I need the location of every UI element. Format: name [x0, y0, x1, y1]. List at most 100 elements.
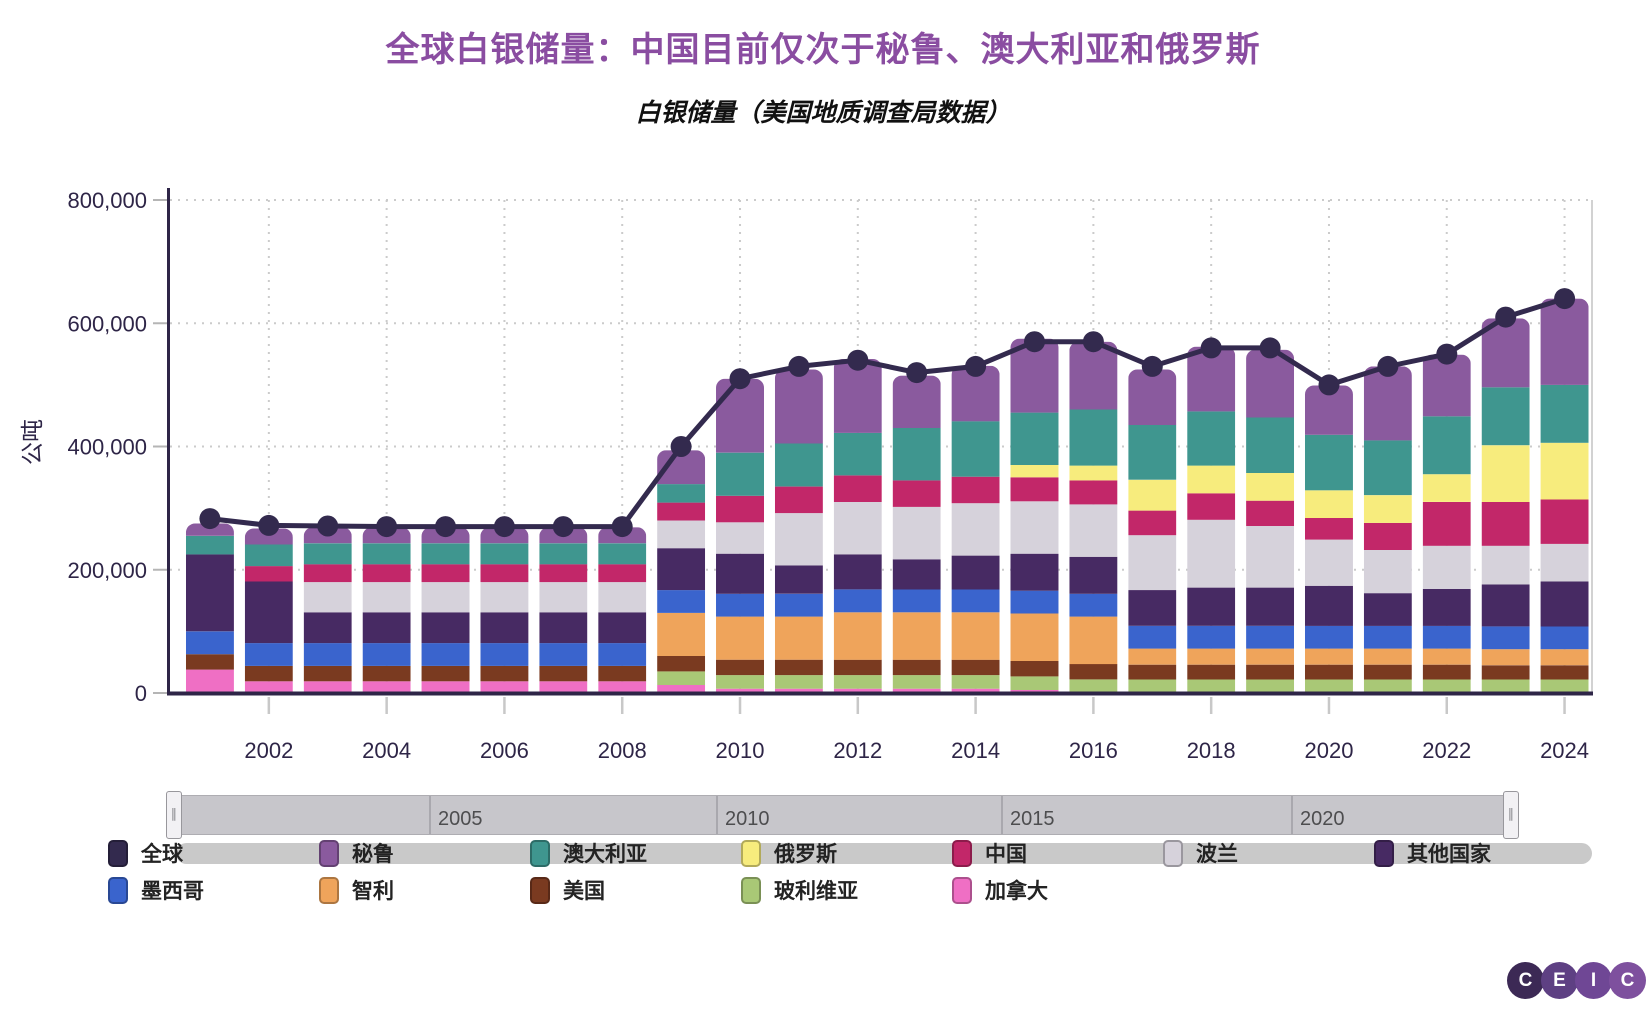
- stacked-bar-2017[interactable]: [1128, 369, 1177, 694]
- bar-segment-澳大利亚: [1187, 411, 1236, 466]
- world-point-2016[interactable]: [1082, 331, 1104, 353]
- stacked-bar-2002[interactable]: [244, 528, 293, 694]
- world-point-2019[interactable]: [1259, 337, 1281, 359]
- bar-segment-中国: [480, 564, 529, 583]
- legend-swatch: [741, 839, 761, 867]
- slider-right-handle[interactable]: ∥: [1503, 791, 1519, 839]
- legend-item-波兰[interactable]: 波兰: [1163, 838, 1374, 868]
- stacked-bar-2011[interactable]: [774, 369, 823, 694]
- stacked-bar-2024[interactable]: [1540, 298, 1589, 693]
- stacked-bar-2012[interactable]: [833, 359, 882, 693]
- world-point-2001[interactable]: [199, 508, 221, 530]
- stacked-bar-2023[interactable]: [1481, 318, 1530, 693]
- bar-segment-加拿大: [951, 688, 1000, 693]
- legend-item-秘鲁[interactable]: 秘鲁: [319, 838, 530, 868]
- world-point-2018[interactable]: [1200, 337, 1222, 359]
- legend-item-全球[interactable]: 全球: [108, 838, 319, 868]
- stacked-bar-2004[interactable]: [362, 527, 411, 693]
- world-point-2011[interactable]: [788, 355, 810, 377]
- legend-label: 美国: [563, 880, 605, 903]
- bar-segment-玻利维亚: [1010, 676, 1059, 690]
- world-point-2010[interactable]: [729, 368, 751, 390]
- world-point-2023[interactable]: [1495, 306, 1517, 328]
- world-point-2020[interactable]: [1318, 374, 1340, 396]
- bar-segment-墨西哥: [1481, 626, 1530, 650]
- world-point-2021[interactable]: [1377, 355, 1399, 377]
- bar-segment-加拿大: [185, 669, 234, 693]
- bar-segment-加拿大: [716, 688, 765, 693]
- world-point-2013[interactable]: [906, 362, 928, 384]
- stacked-bar-2003[interactable]: [303, 527, 352, 693]
- bar-segment-美国: [598, 665, 647, 682]
- bar-segment-墨西哥: [1540, 626, 1589, 650]
- world-point-2008[interactable]: [611, 516, 633, 538]
- bar-segment-中国: [657, 502, 706, 521]
- bar-segment-玻利维亚: [1363, 679, 1412, 693]
- stacked-bar-2013[interactable]: [892, 375, 941, 693]
- y-axis-title: 公吨: [19, 419, 45, 465]
- bar-segment-墨西哥: [833, 589, 882, 613]
- world-point-2007[interactable]: [552, 516, 574, 538]
- bar-segment-波兰: [716, 522, 765, 554]
- slider-left-handle[interactable]: ∥: [166, 791, 182, 839]
- bar-segment-波兰: [657, 520, 706, 549]
- bar-segment-美国: [1481, 665, 1530, 680]
- stacked-bar-2021[interactable]: [1363, 366, 1412, 693]
- world-point-2009[interactable]: [670, 436, 692, 457]
- stacked-bar-2005[interactable]: [421, 527, 470, 693]
- bar-segment-俄罗斯: [1363, 495, 1412, 523]
- bar-segment-澳大利亚: [362, 543, 411, 565]
- world-point-2017[interactable]: [1141, 355, 1163, 377]
- legend-item-智利[interactable]: 智利: [319, 875, 530, 905]
- world-point-2024[interactable]: [1554, 288, 1576, 310]
- world-point-2002[interactable]: [258, 514, 280, 536]
- stacked-bar-2018[interactable]: [1187, 346, 1236, 693]
- legend-item-玻利维亚[interactable]: 玻利维亚: [741, 875, 952, 905]
- chart-subtitle: 白银储量（美国地质调查局数据）: [635, 99, 1011, 127]
- bar-segment-波兰: [1540, 543, 1589, 582]
- stacked-bar-2008[interactable]: [598, 527, 647, 693]
- world-point-2015[interactable]: [1024, 331, 1045, 353]
- stacked-bar-2007[interactable]: [539, 527, 588, 693]
- bar-segment-美国: [1363, 664, 1412, 680]
- legend-item-澳大利亚[interactable]: 澳大利亚: [530, 838, 741, 868]
- bar-segment-中国: [1128, 510, 1177, 536]
- bar-segment-墨西哥: [1128, 625, 1177, 649]
- stacked-bar-2020[interactable]: [1304, 385, 1353, 694]
- bar-segment-俄罗斯: [1422, 474, 1471, 502]
- timeline-slider[interactable]: 2005 2010 2015 2020: [172, 795, 1515, 835]
- stacked-bar-2022[interactable]: [1422, 354, 1471, 693]
- bar-segment-波兰: [1304, 539, 1353, 586]
- world-point-2006[interactable]: [493, 516, 515, 538]
- world-point-2022[interactable]: [1436, 343, 1458, 365]
- bar-segment-中国: [1010, 477, 1059, 502]
- world-point-2005[interactable]: [435, 516, 456, 538]
- stacked-bar-2009[interactable]: [657, 450, 706, 693]
- bar-segment-中国: [833, 475, 882, 502]
- legend-item-俄罗斯[interactable]: 俄罗斯: [741, 838, 952, 868]
- world-point-2014[interactable]: [965, 355, 987, 377]
- stacked-bar-2015[interactable]: [1010, 338, 1059, 693]
- legend-item-美国[interactable]: 美国: [530, 875, 741, 905]
- world-point-2012[interactable]: [847, 349, 869, 371]
- legend-item-加拿大[interactable]: 加拿大: [952, 875, 1163, 905]
- legend-swatch: [952, 839, 972, 867]
- stacked-bar-2010[interactable]: [716, 378, 765, 693]
- legend-item-墨西哥[interactable]: 墨西哥: [108, 875, 319, 905]
- bar-segment-中国: [951, 476, 1000, 504]
- bar-segment-加拿大: [244, 681, 293, 693]
- stacked-bar-2001[interactable]: [185, 523, 234, 694]
- stacked-bar-2016[interactable]: [1069, 341, 1118, 693]
- bar-segment-墨西哥: [1069, 593, 1118, 617]
- world-point-2003[interactable]: [317, 515, 339, 537]
- legend-swatch: [530, 839, 550, 867]
- world-point-2004[interactable]: [376, 516, 398, 538]
- bar-segment-其他国家: [1304, 585, 1353, 626]
- bar-segment-美国: [1187, 664, 1236, 680]
- stacked-bar-2019[interactable]: [1246, 349, 1295, 693]
- stacked-bar-2014[interactable]: [951, 365, 1000, 693]
- legend-item-中国[interactable]: 中国: [952, 838, 1163, 868]
- slider-year-label: 2015: [1010, 808, 1055, 830]
- legend-item-其他国家[interactable]: 其他国家: [1374, 838, 1585, 868]
- stacked-bar-2006[interactable]: [480, 527, 529, 693]
